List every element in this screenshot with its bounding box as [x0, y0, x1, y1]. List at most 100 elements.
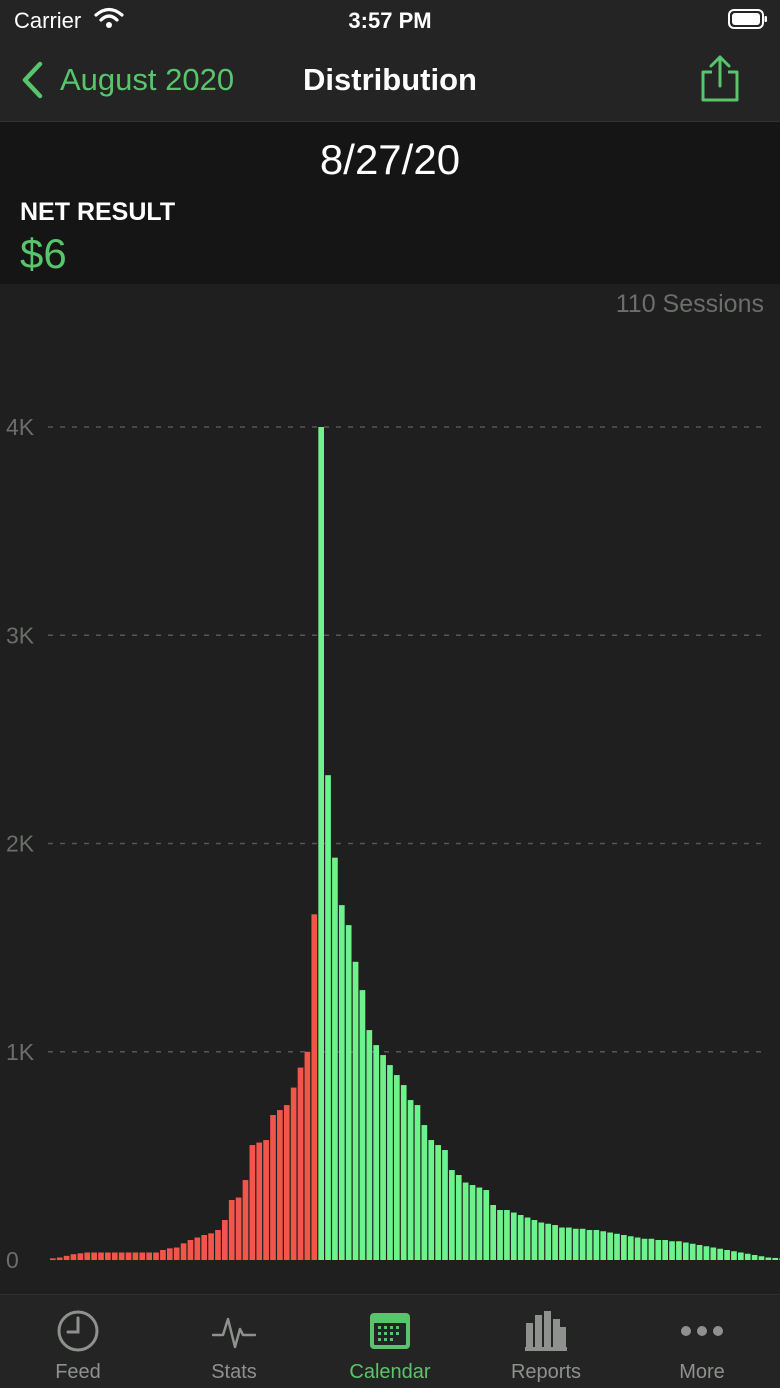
back-button[interactable]: August 2020 [20, 58, 234, 102]
page-title: Distribution [303, 62, 477, 97]
histogram-bar [696, 1245, 703, 1260]
tab-stats-label: Stats [211, 1361, 257, 1383]
histogram-bar [531, 1220, 538, 1260]
net-result-value: $6 [20, 230, 67, 277]
histogram-bar [435, 1145, 441, 1260]
histogram-bar [146, 1252, 152, 1260]
histogram-bar [552, 1225, 558, 1260]
tab-feed-label: Feed [55, 1361, 101, 1383]
histogram-bar [614, 1233, 620, 1260]
histogram-bar [153, 1252, 159, 1260]
histogram-bar [139, 1252, 146, 1260]
histogram-bar [731, 1251, 737, 1260]
histogram-bar [738, 1252, 744, 1260]
histogram-bar [277, 1110, 283, 1260]
histogram-bar [201, 1235, 208, 1260]
histogram-bar [421, 1125, 428, 1260]
y-tick-label: 4K [6, 414, 35, 440]
histogram-bar [332, 857, 338, 1260]
histogram-bar [98, 1252, 104, 1260]
tab-reports[interactable]: Reports [468, 1295, 624, 1388]
tab-calendar-label: Calendar [349, 1361, 431, 1383]
histogram-bar [118, 1252, 125, 1260]
battery-icon [728, 9, 767, 29]
y-tick-label: 0 [6, 1247, 19, 1273]
histogram-bar [407, 1100, 414, 1260]
bar-chart-icon [525, 1311, 567, 1351]
tab-feed[interactable]: Feed [0, 1295, 156, 1388]
histogram-bar [283, 1105, 290, 1260]
histogram-bar [318, 427, 324, 1260]
histogram-bar [84, 1252, 91, 1260]
histogram-bar [345, 925, 352, 1260]
histogram-bar [215, 1230, 221, 1260]
tab-reports-label: Reports [510, 1361, 582, 1383]
status-bar: Carrier 3:57 PM [0, 0, 780, 44]
histogram-bar [380, 1055, 386, 1260]
histogram-bar [400, 1085, 407, 1260]
histogram-bar [497, 1210, 503, 1260]
histogram-bar [566, 1227, 572, 1260]
histogram-bar [717, 1248, 724, 1260]
histogram-bar [648, 1238, 655, 1260]
histogram-bar [256, 1142, 263, 1260]
histogram-bar [572, 1228, 579, 1260]
histogram-bar [634, 1237, 641, 1260]
tab-bar: Feed Stats Calendar Reports [0, 1294, 780, 1388]
histogram-bar [249, 1145, 256, 1260]
histogram-bar [77, 1253, 84, 1260]
histogram-bar [524, 1217, 531, 1260]
histogram-bar [724, 1250, 730, 1260]
histogram-bar [703, 1246, 710, 1260]
tab-calendar[interactable]: Calendar [312, 1295, 468, 1388]
tab-more[interactable]: More [624, 1295, 780, 1388]
histogram-bar [483, 1190, 490, 1260]
histogram-bar [627, 1236, 634, 1260]
histogram-bar [600, 1231, 607, 1260]
navigation-bar: August 2020 Distribution [0, 44, 780, 122]
histogram-bar [91, 1252, 97, 1260]
histogram-bar [290, 1087, 297, 1260]
histogram-bar [222, 1220, 228, 1260]
histogram-bar [442, 1150, 448, 1260]
pulse-icon [212, 1317, 256, 1349]
share-icon[interactable] [698, 54, 742, 104]
histogram-bar [56, 1257, 63, 1260]
histogram-bar [504, 1210, 510, 1260]
histogram-bar [449, 1170, 455, 1260]
summary-header: 8/27/20 NET RESULT $6 [0, 122, 780, 284]
histogram-bar [160, 1250, 166, 1260]
status-time: 3:57 PM [348, 8, 432, 33]
histogram-bar [765, 1257, 772, 1260]
y-tick-label: 2K [6, 831, 35, 857]
y-tick-label: 3K [6, 622, 35, 648]
histogram-bar [476, 1187, 483, 1260]
net-result-label: NET RESULT [20, 198, 176, 226]
histogram-bar [208, 1233, 214, 1260]
histogram-bar [682, 1242, 689, 1260]
histogram-bar [710, 1247, 717, 1260]
histogram-bar [311, 914, 318, 1260]
histogram-bar [325, 775, 331, 1260]
histogram-bar [387, 1065, 393, 1260]
histogram-bar [641, 1238, 648, 1260]
histogram-bar [105, 1252, 111, 1260]
histogram-bar [242, 1180, 249, 1260]
histogram-bar [428, 1140, 435, 1260]
sessions-count: 110 Sessions [615, 290, 764, 318]
tab-stats[interactable]: Stats [156, 1295, 312, 1388]
histogram-bar [125, 1252, 132, 1260]
histogram-bar [366, 1030, 373, 1260]
histogram-bar [579, 1228, 586, 1260]
histogram-bar [676, 1241, 682, 1260]
chevron-left-icon [22, 61, 43, 99]
histogram-bar [50, 1258, 56, 1260]
wifi-icon [94, 7, 124, 28]
histogram-bar [462, 1182, 469, 1260]
date-label: 8/27/20 [319, 136, 461, 183]
histogram-bar [180, 1243, 187, 1260]
tab-more-label: More [679, 1361, 725, 1383]
histogram-bar [394, 1075, 400, 1260]
histogram-bar [510, 1212, 517, 1260]
clock-icon [57, 1310, 99, 1352]
